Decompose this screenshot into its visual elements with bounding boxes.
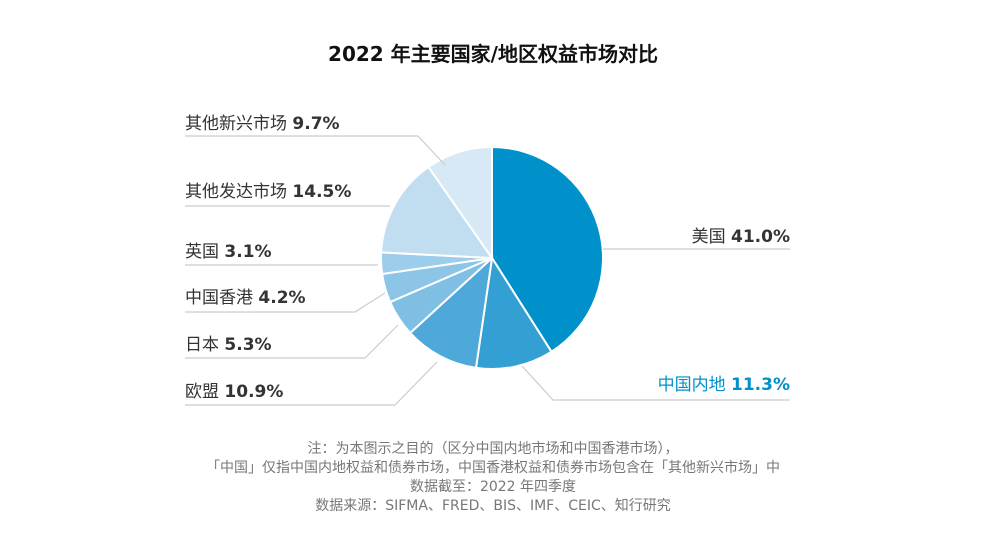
slice-label-value: 11.3% (731, 375, 790, 395)
leader-line (185, 361, 438, 406)
note-line: 数据截至：2022 年四季度 (409, 479, 577, 495)
slice-label-value: 14.5% (292, 182, 351, 202)
slice-label: 其他新兴市场 9.7% (185, 114, 340, 134)
chart-notes: 注：为本图示之目的（区分中国内地市场和中国香港市场）， 「中国」仅指中国内地权益… (0, 440, 986, 516)
leader-line (185, 135, 446, 166)
leader-line (521, 365, 790, 401)
slice-label-value: 5.3% (224, 335, 271, 355)
pie-slice (380, 165, 494, 260)
slice-label: 中国香港 4.2% (185, 288, 306, 308)
slice-label-value: 10.9% (224, 382, 283, 402)
slice-label-name: 其他新兴市场 (185, 114, 292, 134)
slice-label-name: 其他发达市场 (185, 182, 292, 202)
slice-label-name: 中国香港 (185, 288, 258, 308)
slice-label: 其他发达市场 14.5% (185, 182, 351, 202)
pie-slice (408, 255, 494, 369)
slice-label-value: 4.2% (258, 288, 305, 308)
slice-label: 欧盟 10.9% (185, 382, 283, 402)
slice-label: 美国 41.0% (692, 227, 790, 247)
slice-label-value: 9.7% (292, 114, 339, 134)
note-line: 数据来源：SIFMA、FRED、BIS、IMF、CEIC、知行研究 (315, 498, 671, 514)
slice-label-name: 日本 (185, 335, 224, 355)
slice-label-value: 41.0% (731, 227, 790, 247)
slice-label-name: 欧盟 (185, 382, 224, 402)
leader-line (185, 324, 399, 359)
pie-slice (474, 255, 553, 370)
slice-label-value: 3.1% (224, 242, 271, 262)
slice-label-name: 美国 (692, 227, 731, 247)
leader-line (185, 292, 386, 313)
slice-label: 英国 3.1% (185, 242, 272, 262)
pie-slice (427, 145, 493, 262)
slice-label: 中国内地 11.3% (658, 375, 790, 395)
slice-label: 日本 5.3% (185, 335, 272, 355)
slice-label-name: 中国内地 (658, 375, 731, 395)
chart-title: 2022 年主要国家/地区权益市场对比 (328, 42, 658, 66)
note-line: 注：为本图示之目的（区分中国内地市场和中国香港市场）， (307, 441, 679, 457)
slice-label-name: 英国 (185, 242, 224, 262)
note-line: 「中国」仅指中国内地权益和债券市场，中国香港权益和债券市场包含在「其他新兴市场」… (206, 460, 780, 476)
